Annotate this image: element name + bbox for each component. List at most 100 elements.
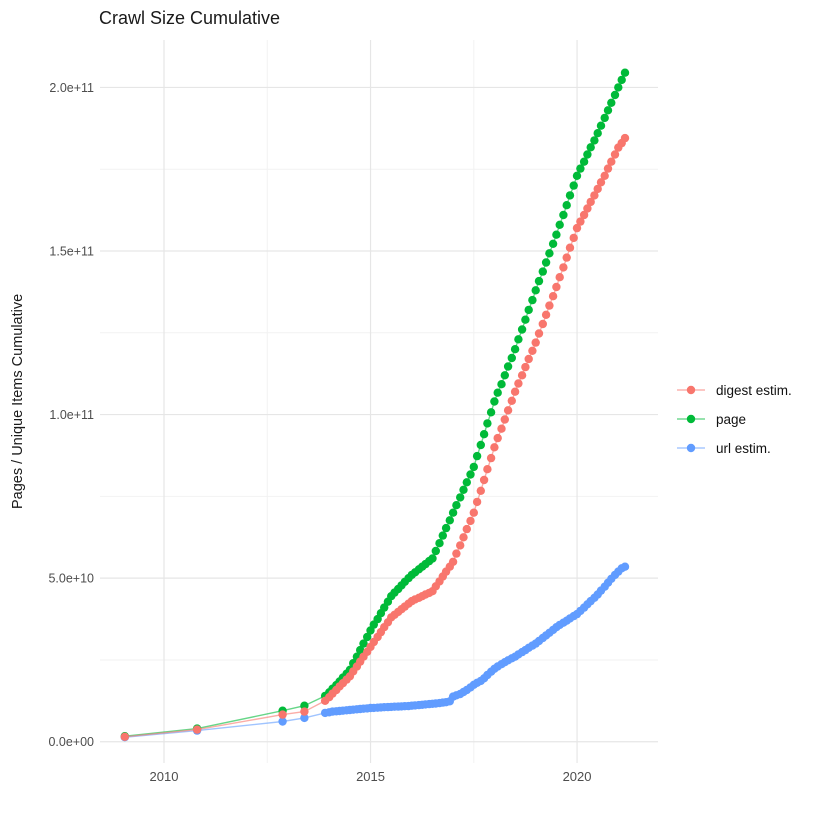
data-point bbox=[524, 354, 533, 364]
data-point bbox=[503, 362, 513, 371]
data-point bbox=[466, 516, 475, 526]
data-point bbox=[531, 338, 540, 347]
data-point bbox=[452, 549, 461, 558]
data-point bbox=[300, 713, 309, 723]
data-point bbox=[445, 516, 454, 525]
data-point bbox=[497, 380, 506, 389]
gridlines-major bbox=[100, 40, 658, 763]
data-point bbox=[620, 68, 630, 77]
data-point bbox=[507, 396, 516, 405]
series-line bbox=[124, 137, 626, 738]
data-point bbox=[483, 465, 492, 474]
data-point bbox=[528, 346, 537, 355]
data-point bbox=[607, 157, 616, 166]
data-point bbox=[610, 150, 620, 159]
legend: digest estim. page url estim. bbox=[676, 381, 792, 468]
data-point bbox=[559, 263, 568, 272]
x-tick-label: 2015 bbox=[356, 769, 385, 784]
legend-label: page bbox=[716, 411, 747, 427]
data-point bbox=[514, 379, 523, 388]
data-point bbox=[466, 470, 475, 479]
data-point bbox=[472, 451, 482, 461]
data-point bbox=[603, 164, 613, 173]
data-point bbox=[531, 286, 540, 295]
data-point bbox=[565, 243, 575, 252]
data-point bbox=[486, 453, 496, 463]
data-point bbox=[479, 430, 489, 439]
data-point bbox=[541, 310, 551, 319]
y-tick-label: 2.0e+11 bbox=[49, 81, 94, 95]
data-point bbox=[476, 486, 485, 495]
data-point bbox=[356, 645, 365, 655]
data-point bbox=[528, 295, 537, 305]
data-point bbox=[448, 557, 458, 566]
legend-item-url-estim: url estim. bbox=[676, 439, 792, 457]
data-point bbox=[517, 325, 527, 334]
data-point bbox=[521, 362, 530, 372]
data-point bbox=[590, 136, 599, 145]
data-point bbox=[514, 335, 523, 344]
y-tick-label: 5.0e+10 bbox=[48, 572, 94, 586]
data-point bbox=[603, 106, 613, 115]
legend-label: url estim. bbox=[716, 440, 771, 456]
data-point bbox=[431, 546, 440, 556]
data-point bbox=[192, 725, 202, 734]
data-point bbox=[596, 121, 606, 130]
data-point bbox=[555, 273, 564, 282]
data-point bbox=[452, 501, 461, 510]
data-point bbox=[610, 90, 620, 100]
data-point bbox=[590, 191, 599, 200]
data-point bbox=[552, 230, 561, 239]
data-point bbox=[559, 210, 568, 220]
data-point bbox=[300, 707, 309, 716]
data-point bbox=[583, 150, 592, 159]
data-point bbox=[572, 171, 582, 180]
data-point bbox=[607, 98, 616, 108]
data-point bbox=[617, 75, 626, 85]
data-point bbox=[541, 258, 551, 267]
data-point bbox=[486, 408, 496, 417]
data-point bbox=[562, 201, 571, 210]
data-point bbox=[569, 233, 578, 243]
y-tick-label: 1.0e+11 bbox=[49, 408, 94, 422]
data-point bbox=[359, 639, 368, 648]
data-point bbox=[620, 133, 630, 143]
data-point bbox=[459, 485, 468, 494]
x-tick-label: 2010 bbox=[150, 769, 179, 784]
data-point bbox=[438, 531, 447, 540]
data-point bbox=[552, 282, 561, 292]
chart-title: Crawl Size Cumulative bbox=[99, 8, 281, 28]
data-point bbox=[507, 353, 516, 363]
data-point bbox=[441, 523, 451, 533]
series-page bbox=[120, 68, 630, 741]
data-point bbox=[569, 181, 578, 190]
legend-item-digest-estim: digest estim. bbox=[676, 381, 792, 399]
x-tick-label: 2020 bbox=[563, 769, 592, 784]
series-url-estim bbox=[120, 562, 630, 742]
data-point bbox=[555, 220, 564, 229]
legend-key-icon bbox=[677, 443, 705, 453]
data-point bbox=[572, 223, 582, 233]
data-point bbox=[483, 419, 492, 428]
data-point bbox=[493, 433, 502, 443]
legend-label: digest estim. bbox=[716, 382, 792, 398]
data-point bbox=[469, 462, 478, 472]
data-point bbox=[500, 415, 509, 424]
data-point bbox=[545, 301, 554, 310]
data-point bbox=[576, 217, 585, 226]
legend-key-icon bbox=[677, 414, 705, 424]
data-point bbox=[565, 191, 575, 200]
data-point bbox=[490, 443, 499, 452]
data-point bbox=[500, 371, 509, 380]
data-point bbox=[363, 632, 372, 642]
data-point bbox=[456, 493, 465, 502]
data-point bbox=[600, 113, 609, 123]
data-point bbox=[548, 239, 558, 248]
data-point bbox=[593, 129, 602, 138]
data-point bbox=[596, 178, 606, 187]
data-point bbox=[503, 406, 513, 415]
series-digest-estim bbox=[120, 133, 630, 741]
data-point bbox=[576, 164, 585, 173]
